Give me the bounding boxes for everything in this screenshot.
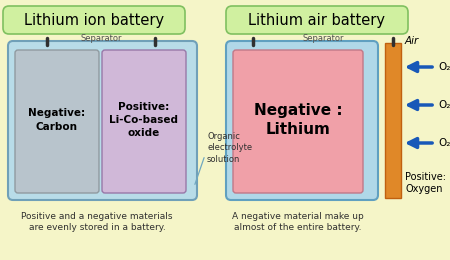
Bar [385, 43, 401, 198]
Text: O₂: O₂ [438, 138, 450, 148]
Text: Lithium air battery: Lithium air battery [248, 12, 386, 28]
Text: Negative :
Lithium: Negative : Lithium [254, 103, 342, 137]
Text: Air: Air [405, 36, 419, 46]
FancyBboxPatch shape [226, 6, 408, 34]
FancyBboxPatch shape [3, 6, 185, 34]
Text: Separator: Separator [80, 34, 122, 43]
Text: O₂: O₂ [438, 62, 450, 72]
FancyBboxPatch shape [233, 50, 363, 193]
Text: Lithium ion battery: Lithium ion battery [24, 12, 164, 28]
Text: Organic
electrolyte
solution: Organic electrolyte solution [207, 132, 252, 164]
Text: Separator: Separator [302, 34, 344, 43]
Text: A negative material make up
almost of the entire battery.: A negative material make up almost of th… [232, 212, 364, 232]
Text: O₂: O₂ [438, 100, 450, 110]
FancyBboxPatch shape [226, 41, 378, 200]
FancyBboxPatch shape [102, 50, 186, 193]
Text: Negative:
Carbon: Negative: Carbon [28, 108, 86, 132]
Text: Positive:
Oxygen: Positive: Oxygen [405, 172, 446, 194]
Text: Positive and a negative materials
are evenly stored in a battery.: Positive and a negative materials are ev… [21, 212, 173, 232]
Text: Positive:
Li-Co-based
oxide: Positive: Li-Co-based oxide [109, 102, 179, 138]
FancyBboxPatch shape [8, 41, 197, 200]
FancyBboxPatch shape [15, 50, 99, 193]
